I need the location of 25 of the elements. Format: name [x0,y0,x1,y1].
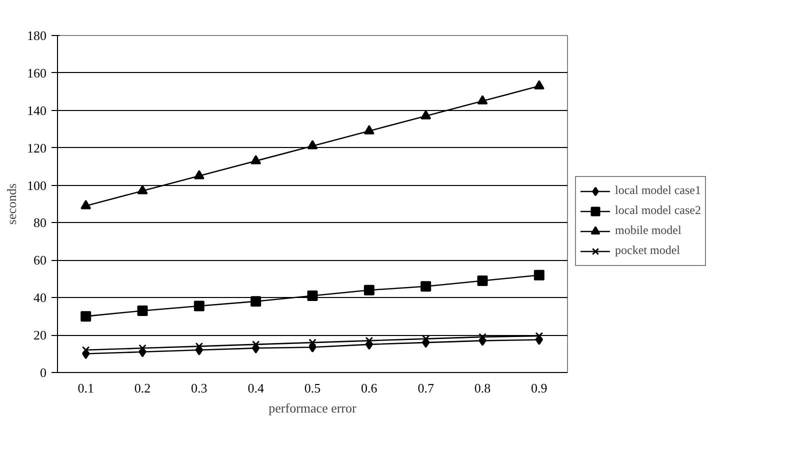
y-tick-label: 60 [34,252,46,268]
x-tick-label: 0.5 [304,380,321,396]
y-tick-label: 0 [40,365,46,380]
y-tick-label: 160 [27,65,46,80]
y-axis-title: seconds [4,183,19,225]
y-tick-label: 100 [27,178,46,193]
x-tick-label: 0.4 [248,380,264,396]
x-tick-label: 0.7 [418,380,434,396]
x-tick-label: 0.1 [78,380,94,396]
y-tick-label: 140 [27,102,46,118]
legend-label: local model case1 [615,183,701,198]
x-tick-label: 0.8 [474,380,491,396]
x-tick-label: 0.6 [361,380,378,396]
legend-label: mobile model [615,223,682,238]
y-tick-label: 180 [27,28,46,43]
x-axis-title: performace error [268,400,358,416]
x-tick-label: 0.2 [134,380,151,396]
legend-label: local model case2 [615,203,701,218]
y-tick-label: 80 [34,215,46,230]
x-tick-label: 0.9 [531,380,548,396]
y-tick-label: 120 [27,140,46,156]
y-tick-label: 20 [34,328,46,343]
x-tick-label: 0.3 [191,380,208,396]
y-tick-label: 40 [34,290,46,306]
legend-label: pocket model [615,243,680,258]
